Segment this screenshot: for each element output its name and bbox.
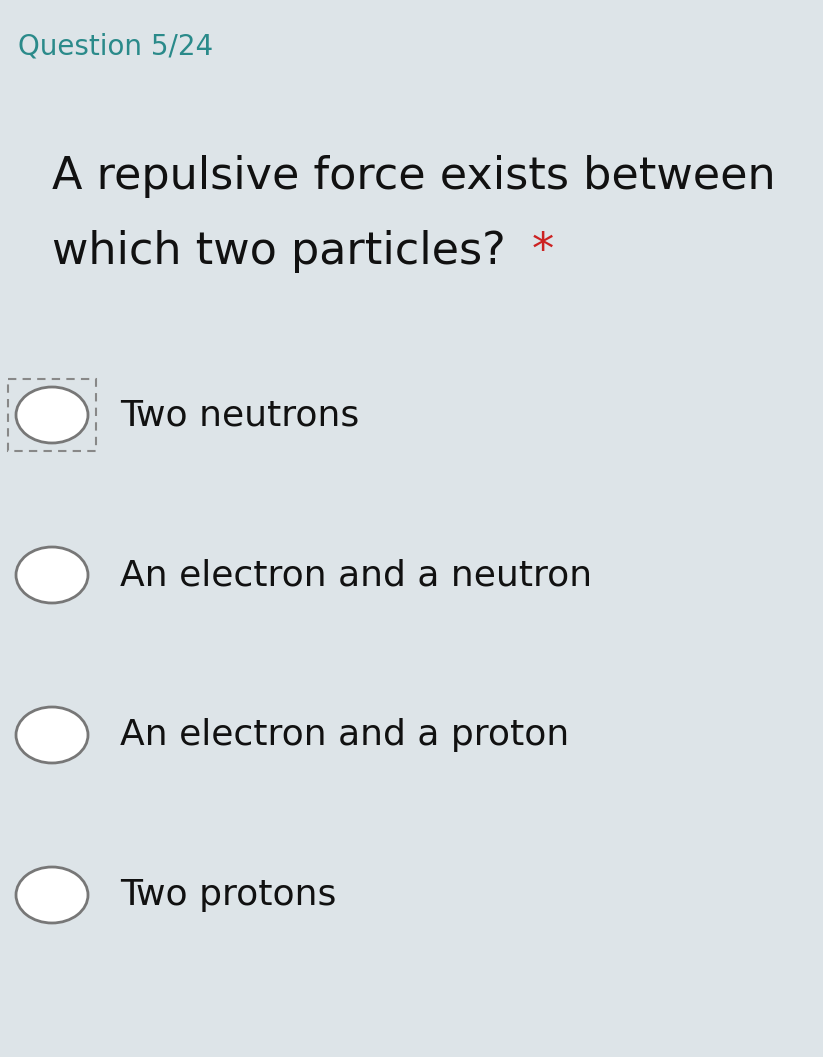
Text: An electron and a neutron: An electron and a neutron <box>120 558 592 592</box>
Ellipse shape <box>16 867 88 923</box>
Text: An electron and a proton: An electron and a proton <box>120 718 570 752</box>
Text: which two particles?: which two particles? <box>52 230 520 273</box>
Text: *: * <box>532 230 554 273</box>
Ellipse shape <box>16 548 88 602</box>
Text: Two protons: Two protons <box>120 878 337 912</box>
Text: Question 5/24: Question 5/24 <box>18 32 213 60</box>
Text: A repulsive force exists between: A repulsive force exists between <box>52 155 775 198</box>
Ellipse shape <box>16 707 88 763</box>
Text: Two neutrons: Two neutrons <box>120 398 360 432</box>
Ellipse shape <box>16 387 88 443</box>
